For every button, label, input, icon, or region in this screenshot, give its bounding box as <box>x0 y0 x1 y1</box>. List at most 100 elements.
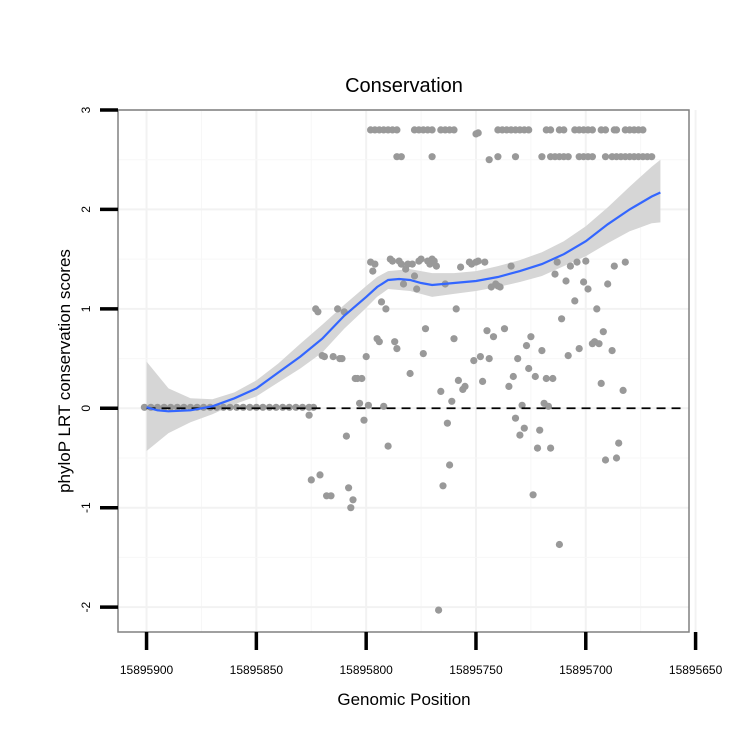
data-point <box>593 305 601 313</box>
x-tick-label: 15895750 <box>449 663 503 677</box>
data-point <box>437 387 445 395</box>
data-point <box>612 454 621 462</box>
data-point <box>597 379 605 387</box>
data-point <box>342 432 350 440</box>
data-point <box>246 403 254 411</box>
y-tick-label: 3 <box>79 106 93 113</box>
data-point <box>536 426 544 434</box>
data-point <box>362 353 370 361</box>
data-point <box>349 496 357 504</box>
data-point <box>538 153 546 161</box>
data-point <box>329 353 337 361</box>
data-point <box>320 353 328 361</box>
data-point <box>384 442 392 450</box>
data-point <box>347 504 355 512</box>
data-point <box>448 397 456 405</box>
data-point <box>393 345 401 353</box>
data-point <box>338 355 346 363</box>
data-point <box>298 403 307 411</box>
data-point <box>538 347 546 355</box>
data-point <box>531 372 539 381</box>
data-point <box>505 382 513 390</box>
data-points-layer <box>140 126 656 614</box>
data-point <box>595 340 603 348</box>
grid-lines <box>118 109 697 632</box>
data-point <box>500 325 509 333</box>
data-point <box>619 386 627 394</box>
data-point <box>397 260 405 268</box>
data-point <box>564 352 572 360</box>
data-point <box>608 347 616 355</box>
x-tick-label: 15895850 <box>230 663 284 677</box>
data-point <box>564 153 572 161</box>
y-tick-label: -2 <box>79 601 93 612</box>
data-point <box>452 305 460 313</box>
data-point <box>575 345 583 353</box>
axes: 15895900 15895850 15895800 15895750 15895700… <box>79 106 723 677</box>
data-point <box>483 327 491 335</box>
data-point <box>520 424 528 432</box>
data-point <box>419 350 427 358</box>
data-point <box>428 153 436 161</box>
data-point <box>573 258 581 266</box>
data-point <box>417 255 425 263</box>
data-point <box>479 377 487 385</box>
data-point <box>562 277 570 285</box>
data-point <box>514 355 522 363</box>
data-point <box>615 439 623 447</box>
y-tick-label: -1 <box>79 502 93 513</box>
data-point <box>410 272 419 280</box>
data-point <box>639 126 647 134</box>
data-point <box>588 126 597 134</box>
data-point <box>558 315 566 323</box>
data-point <box>610 126 618 134</box>
data-point <box>435 606 443 614</box>
data-point <box>413 285 421 293</box>
data-point <box>529 491 537 499</box>
data-point <box>542 374 550 383</box>
data-point <box>327 492 335 500</box>
data-point <box>511 414 520 422</box>
data-point <box>560 126 568 134</box>
y-tick-label: 1 <box>79 305 93 312</box>
data-point <box>588 153 597 161</box>
data-point <box>360 416 368 424</box>
data-point <box>582 257 590 265</box>
data-point <box>406 369 414 378</box>
x-axis-label: Genomic Position <box>337 690 470 709</box>
data-point <box>580 278 588 286</box>
data-point <box>476 353 484 361</box>
data-point <box>549 374 557 383</box>
confidence-ribbon <box>146 159 661 451</box>
confidence-ribbon-layer <box>146 159 661 451</box>
data-point <box>259 403 267 411</box>
data-point <box>472 130 480 138</box>
data-point <box>345 484 353 492</box>
data-point <box>397 153 405 161</box>
data-point <box>522 342 531 350</box>
data-point <box>432 262 440 270</box>
data-point <box>393 126 401 134</box>
data-point <box>292 403 300 411</box>
data-point <box>511 153 520 161</box>
data-point <box>399 280 408 288</box>
y-axis-label: phyloP LRT conservation scores <box>55 249 74 493</box>
smooth-trend-line <box>146 191 661 413</box>
data-point <box>610 262 618 270</box>
x-tick-label: 15895800 <box>339 663 393 677</box>
data-point <box>391 338 399 346</box>
data-point <box>233 403 241 411</box>
data-point <box>533 444 542 452</box>
chart-title: Conservation <box>345 75 463 97</box>
y-tick-label: 0 <box>79 405 93 412</box>
data-point <box>265 403 274 411</box>
data-point <box>601 153 610 161</box>
data-point <box>443 419 451 427</box>
data-point <box>252 403 260 411</box>
data-point <box>474 257 482 265</box>
x-tick-label: 15895700 <box>559 663 613 677</box>
smooth-line-layer <box>146 191 661 413</box>
data-point <box>421 325 430 333</box>
data-point <box>314 308 322 316</box>
